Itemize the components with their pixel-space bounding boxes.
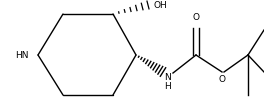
Text: OH: OH [154,2,168,10]
Text: O: O [192,13,200,21]
Text: N: N [164,73,171,82]
Text: O: O [219,74,225,83]
Text: H: H [164,82,171,91]
Text: HN: HN [15,50,29,60]
